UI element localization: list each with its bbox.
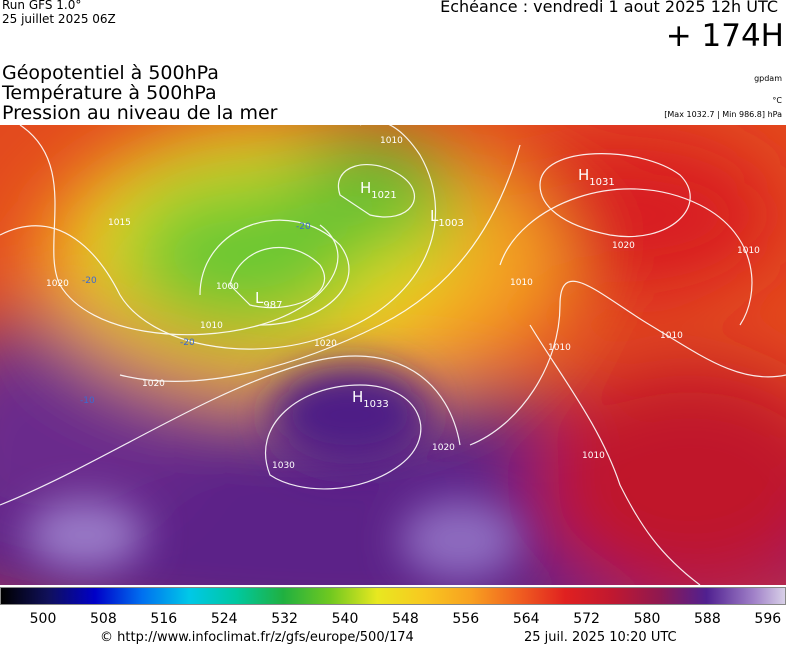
isobar-label: 1010	[737, 246, 760, 256]
source-url: © http://www.infoclimat.fr/z/gfs/europe/…	[100, 630, 414, 645]
isobar-label: 1010	[660, 331, 683, 341]
center-type: H	[360, 179, 371, 197]
center-type: H	[578, 166, 589, 184]
isobar-label: 1020	[612, 241, 635, 251]
isobar-label: 1020	[46, 279, 69, 289]
colorbar-label: 572	[573, 611, 600, 627]
title: Géopotentiel à 500hPa	[2, 62, 219, 84]
colorbar-label: 564	[512, 611, 540, 627]
svg-text:L987: L987	[255, 289, 282, 311]
colorbar-label: 548	[392, 611, 419, 627]
temperature-label: -10	[80, 396, 95, 406]
unit: [Max 1032.7 | Min 986.8] hPa	[664, 110, 782, 119]
center-value: 1031	[589, 177, 614, 188]
timestamp: 25 juil. 2025 10:20 UTC	[524, 630, 677, 645]
temperature-label: -20	[180, 338, 195, 348]
pressure-centers: H1021 L1003 L987 H1033 H1031	[255, 166, 615, 410]
colorbar-label: 508	[90, 611, 117, 627]
colorbar-label: 532	[271, 611, 298, 627]
isobar-label: 1000	[216, 282, 239, 292]
map: H1021 L1003 L987 H1033 H1031 1010 1015 1…	[0, 125, 786, 585]
isobar-label: 1030	[272, 461, 295, 471]
colorbar-label: 540	[331, 611, 359, 627]
isobar-label: 1020	[142, 379, 165, 389]
svg-text:L1003: L1003	[430, 207, 464, 229]
lead-time: + 174H	[665, 18, 784, 54]
isobar-label: 1010	[582, 451, 605, 461]
run: Run GFS 1.0°	[2, 0, 82, 12]
isobar-label: 1020	[314, 339, 337, 349]
temperature-labels: -20 -20 -10 -20	[80, 222, 311, 406]
center-value: 1033	[363, 399, 388, 410]
center-type: L	[255, 289, 264, 307]
colorbar-label: 500	[29, 611, 57, 627]
center-value: 1003	[438, 218, 463, 229]
svg-text:H1033: H1033	[352, 388, 389, 410]
unit: gpdam	[754, 74, 782, 83]
isobar-label: 1010	[200, 321, 223, 331]
center-value: 987	[263, 300, 282, 311]
colorbar-label: 588	[694, 611, 721, 627]
isobar-label: 1015	[108, 218, 131, 228]
colorbar-label: 516	[150, 611, 178, 627]
isobars	[0, 125, 786, 585]
center-type: L	[430, 207, 439, 225]
isobar-label: 1010	[380, 136, 403, 146]
run-date: 25 juillet 2025 06Z	[2, 12, 116, 26]
title: Pression au niveau de la mer	[2, 102, 278, 124]
isobar-label: 1010	[548, 343, 571, 353]
title: Température à 500hPa	[2, 82, 217, 104]
center-type: H	[352, 388, 363, 406]
colorbar-label: 580	[633, 611, 661, 627]
unit: °C	[772, 96, 782, 105]
isobar-labels: 1010 1015 1020 1000 1010 1020 1020 1030 …	[46, 136, 760, 471]
temperature-label: -20	[82, 276, 97, 286]
isobar-label: 1020	[432, 443, 455, 453]
temperature-field	[0, 125, 786, 585]
echeance: Echéance : vendredi 1 aout 2025 12h UTC	[440, 0, 778, 16]
svg-text:H1031: H1031	[578, 166, 615, 188]
colorbar	[0, 587, 786, 605]
center-value: 1021	[371, 190, 396, 201]
colorbar-label: 556	[452, 611, 480, 627]
colorbar-label: 596	[754, 611, 782, 627]
colorbar-label: 524	[210, 611, 238, 627]
isobar-label: 1010	[510, 278, 533, 288]
svg-text:H1021: H1021	[360, 179, 397, 201]
temperature-label: -20	[296, 222, 311, 232]
